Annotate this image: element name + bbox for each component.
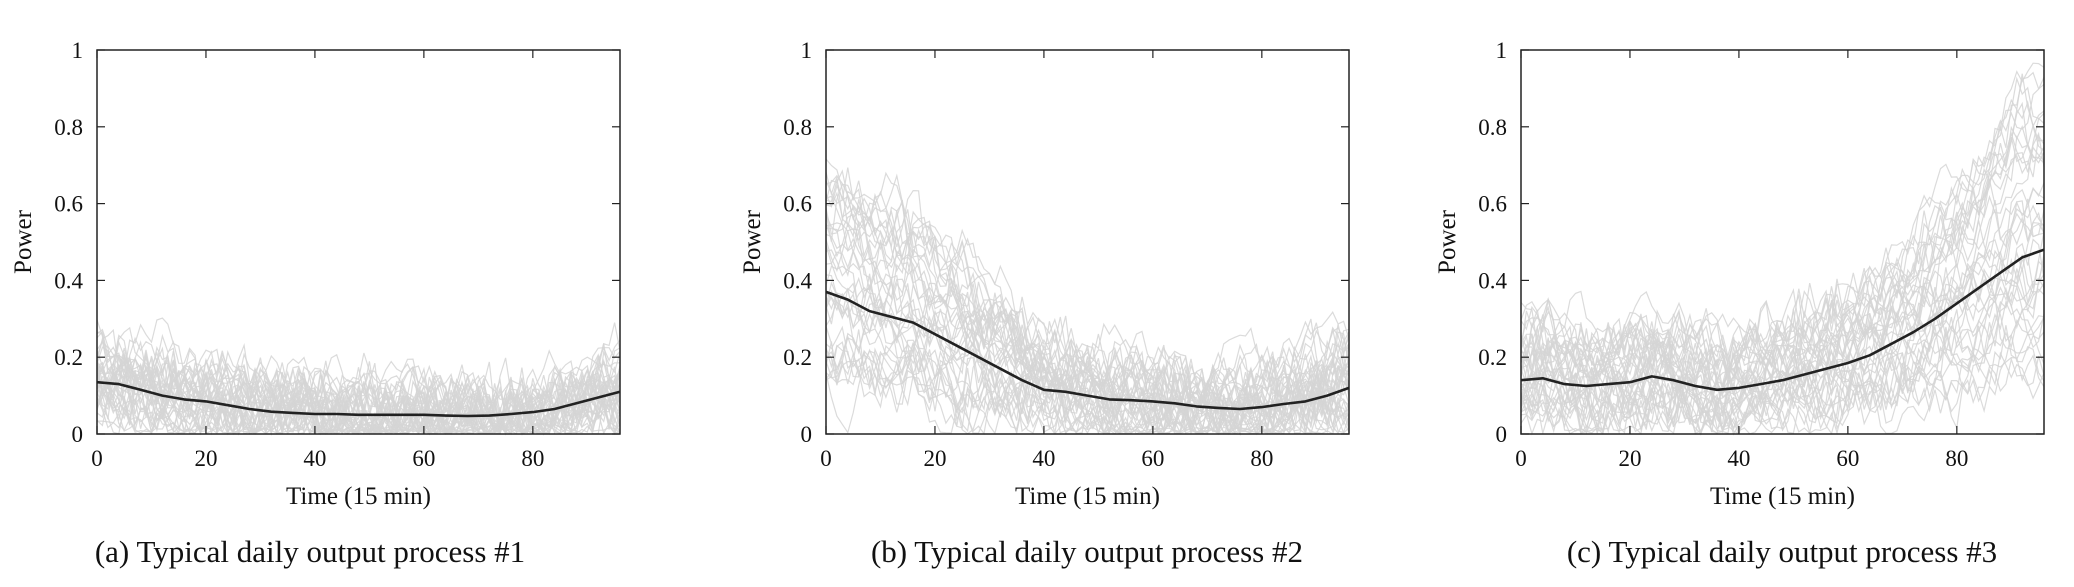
background-trace bbox=[1520, 136, 2045, 385]
x-tick-label: 80 bbox=[1250, 446, 1273, 471]
x-axis-label: Time (15 min) bbox=[1710, 483, 1855, 510]
background-trace bbox=[1520, 131, 2045, 394]
chart-panel-2: 0 20 40 60 80 0 0.2 0.4 0.6 0.8 1 Time (15 min) Powe… bbox=[739, 38, 1350, 569]
chart-caption: (b) Typical daily output process #2 bbox=[871, 534, 1303, 569]
background-trace bbox=[1520, 295, 2045, 436]
background-trace bbox=[96, 326, 621, 433]
y-tick-label: 1 bbox=[72, 38, 84, 63]
x-tick-label: 60 bbox=[1141, 446, 1164, 471]
x-tick-label: 80 bbox=[1945, 446, 1968, 471]
background-trace bbox=[825, 249, 1350, 434]
series-line bbox=[1520, 248, 2045, 392]
y-tick-label: 1 bbox=[1496, 38, 1508, 63]
background-trace bbox=[1520, 77, 2045, 389]
x-tick-label: 60 bbox=[1836, 446, 1859, 471]
background-trace bbox=[1520, 100, 2045, 380]
y-tick-label: 0.4 bbox=[54, 268, 83, 293]
background-trace bbox=[1520, 231, 2045, 424]
y-tick-label: 0.6 bbox=[1478, 192, 1507, 217]
background-trace bbox=[825, 171, 1350, 426]
x-tick-label: 40 bbox=[1032, 446, 1055, 471]
background-trace bbox=[1520, 200, 2045, 432]
x-tick-label: 0 bbox=[1515, 446, 1527, 471]
plot-frame bbox=[96, 49, 621, 435]
background-trace bbox=[1520, 223, 2045, 410]
chart-caption: (a) Typical daily output process #1 bbox=[95, 534, 525, 569]
x-tick-label: 60 bbox=[412, 446, 435, 471]
background-trace bbox=[1520, 284, 2045, 436]
background-traces bbox=[96, 317, 621, 436]
y-tick-label: 0 bbox=[801, 422, 813, 447]
background-trace bbox=[96, 356, 621, 435]
y-tick-label: 0.8 bbox=[1478, 115, 1507, 140]
y-tick-label: 0.6 bbox=[783, 192, 812, 217]
background-trace bbox=[1520, 334, 2045, 436]
y-tick-label: 0.8 bbox=[783, 115, 812, 140]
background-trace bbox=[96, 331, 621, 435]
series-line bbox=[96, 380, 621, 418]
x-tick-label: 0 bbox=[820, 446, 832, 471]
background-trace bbox=[825, 222, 1350, 435]
background-trace bbox=[96, 334, 621, 434]
y-tick-label: 1 bbox=[801, 38, 813, 63]
plot-frame bbox=[1520, 49, 2045, 435]
background-trace bbox=[1520, 253, 2045, 434]
x-tick-label: 20 bbox=[194, 446, 217, 471]
background-trace bbox=[1520, 325, 2045, 436]
background-trace bbox=[825, 227, 1350, 434]
plot-frame bbox=[825, 49, 1350, 435]
series-line bbox=[825, 290, 1350, 411]
x-tick-label: 80 bbox=[521, 446, 544, 471]
chart-caption: (c) Typical daily output process #3 bbox=[1567, 534, 1997, 569]
y-axis-label: Power bbox=[1434, 209, 1461, 274]
y-tick-label: 0 bbox=[1496, 422, 1508, 447]
chart-panel-1: 0 20 40 60 80 0 0.2 0.4 0.6 0.8 1 Time (15 min) Powe… bbox=[10, 38, 621, 569]
background-trace bbox=[825, 223, 1350, 404]
background-trace bbox=[825, 169, 1350, 431]
chart-panel-3: 0 20 40 60 80 0 0.2 0.4 0.6 0.8 1 Time (15 min) Powe… bbox=[1434, 38, 2045, 569]
background-trace bbox=[1520, 313, 2045, 435]
x-tick-label: 20 bbox=[1618, 446, 1641, 471]
x-tick-label: 20 bbox=[923, 446, 946, 471]
y-tick-label: 0.8 bbox=[54, 115, 83, 140]
background-traces bbox=[1520, 62, 2045, 436]
background-trace bbox=[825, 265, 1350, 436]
background-trace bbox=[1520, 315, 2045, 435]
x-axis-label: Time (15 min) bbox=[286, 483, 431, 510]
y-axis-label: Power bbox=[739, 209, 766, 274]
x-tick-label: 0 bbox=[91, 446, 103, 471]
y-tick-label: 0.2 bbox=[1478, 345, 1507, 370]
y-axis-label: Power bbox=[10, 209, 37, 274]
y-tick-label: 0.6 bbox=[54, 192, 83, 217]
y-tick-label: 0.2 bbox=[54, 345, 83, 370]
background-trace bbox=[825, 188, 1350, 413]
y-tick-label: 0.4 bbox=[783, 268, 812, 293]
background-trace bbox=[825, 221, 1350, 420]
background-trace bbox=[1520, 112, 2045, 384]
y-tick-label: 0.2 bbox=[783, 345, 812, 370]
x-tick-label: 40 bbox=[1727, 446, 1750, 471]
y-tick-label: 0.4 bbox=[1478, 268, 1507, 293]
y-tick-label: 0 bbox=[72, 422, 84, 447]
background-traces bbox=[825, 158, 1350, 437]
x-axis-label: Time (15 min) bbox=[1015, 483, 1160, 510]
x-tick-label: 40 bbox=[303, 446, 326, 471]
